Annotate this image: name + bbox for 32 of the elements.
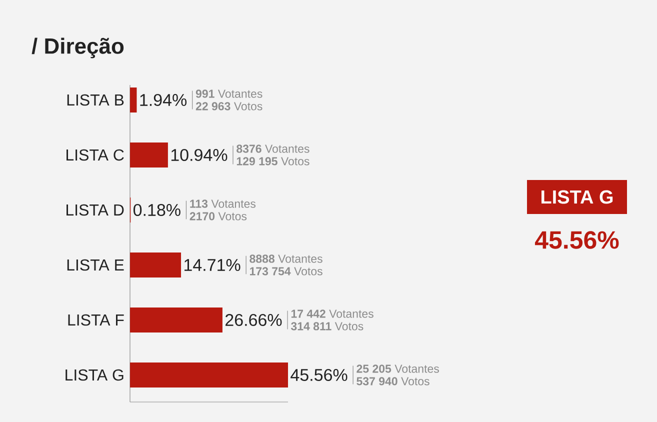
annotation: 8888 Votantes	[250, 254, 322, 263]
text: LISTA G	[542, 190, 613, 204]
bar	[130, 307, 222, 332]
bar	[130, 252, 182, 278]
data-label: 45.56%	[290, 368, 348, 382]
text: 537 940 Votos	[356, 377, 430, 386]
text: 45.56%	[534, 231, 619, 249]
bar	[130, 142, 168, 168]
y-tick-label: LISTA E	[67, 259, 124, 271]
annotation: 22 963 Votos	[196, 102, 262, 110]
data-label: 1.94%	[140, 94, 187, 106]
bar	[130, 362, 288, 388]
data-label: 0.18%	[133, 204, 180, 216]
annotation: 113 Votantes	[190, 200, 256, 208]
bar	[130, 87, 137, 112]
y-tick-label: LISTA F	[68, 314, 124, 326]
chart-title: / Direção	[32, 38, 124, 58]
text: 17 442 Votantes	[291, 310, 374, 318]
annotation: 991 Votantes	[196, 90, 262, 98]
text: 25 205 Votantes	[356, 364, 439, 373]
annotation: 129 195 Votos	[236, 157, 310, 166]
text: 314 811 Votos	[290, 322, 364, 330]
annotation: 2170 Votos	[190, 212, 247, 220]
annotation: 8376 Votantes	[236, 144, 310, 153]
y-tick-label: LISTA C	[66, 149, 124, 161]
data-label: 26.66%	[226, 314, 282, 326]
y-tick-label: LISTA D	[66, 204, 124, 216]
annotation: 173 754 Votos	[250, 267, 322, 276]
y-tick-label: LISTA G	[66, 369, 124, 381]
data-label: 14.71%	[184, 259, 240, 271]
data-label: 10.94%	[171, 148, 228, 162]
y-tick-label: LISTA B	[67, 94, 124, 106]
